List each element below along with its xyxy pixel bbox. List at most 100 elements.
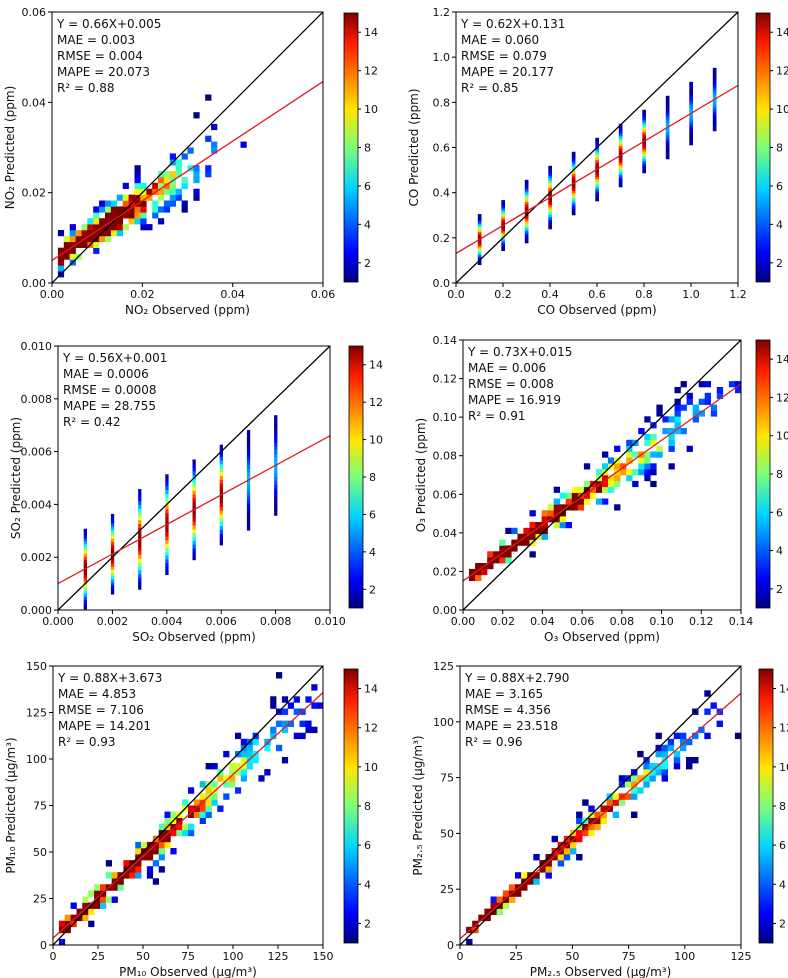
density-cell — [274, 500, 278, 505]
density-cell — [163, 188, 171, 195]
density-cell — [716, 720, 723, 727]
density-cell — [175, 188, 182, 195]
density-cell — [192, 471, 196, 476]
colorbar-tick-label: 12 — [364, 722, 378, 735]
density-cell — [626, 451, 633, 458]
density-cell — [689, 115, 693, 119]
density-cell — [83, 562, 87, 566]
regression-line — [53, 692, 323, 939]
density-cell — [99, 206, 106, 213]
density-cell — [477, 249, 482, 252]
density-cell — [83, 541, 87, 545]
density-cell — [158, 848, 165, 855]
y-tick-label: 0 — [447, 939, 454, 952]
density-cell — [192, 478, 196, 483]
density-cell — [246, 468, 251, 473]
density-cell — [83, 565, 87, 570]
density-cell — [502, 902, 510, 909]
density-cell — [665, 100, 670, 104]
density-cell — [246, 750, 253, 758]
density-cell — [164, 841, 171, 849]
density-cell — [135, 860, 142, 867]
density-cell — [138, 543, 142, 548]
density-cell — [668, 428, 675, 435]
y-tick-label: 50 — [33, 846, 47, 859]
y-tick-label: 100 — [433, 716, 454, 729]
density-cell — [524, 196, 529, 200]
density-cell — [293, 732, 300, 740]
density-cell — [588, 823, 595, 831]
x-tick-label: 1.2 — [729, 288, 747, 301]
density-cell — [571, 183, 576, 187]
density-cell — [501, 248, 505, 251]
density-cell — [656, 410, 663, 417]
x-tick-label: 0.008 — [260, 615, 292, 628]
density-cell — [484, 908, 491, 915]
density-cell — [477, 251, 482, 254]
density-cell — [110, 513, 115, 518]
density-cell — [533, 872, 540, 879]
density-cell — [712, 109, 717, 112]
density-cell — [99, 200, 106, 207]
density-cell — [83, 568, 87, 573]
density-cell — [595, 184, 599, 187]
density-cell — [110, 588, 115, 592]
density-cell — [182, 823, 189, 831]
density-cell — [524, 184, 529, 188]
density-cell — [608, 457, 615, 464]
density-cell — [219, 494, 223, 500]
density-cell — [235, 763, 242, 770]
density-cell — [614, 463, 621, 470]
density-cell — [281, 708, 289, 715]
stat-line: Y = 0.66X+0.005 — [56, 17, 161, 31]
density-cell — [246, 757, 253, 764]
density-cell — [477, 233, 482, 236]
density-cell — [192, 494, 196, 499]
density-cell — [551, 854, 558, 861]
axes-frame — [459, 665, 742, 946]
density-cell — [501, 244, 505, 248]
density-cell — [246, 430, 251, 435]
density-cell — [146, 872, 154, 879]
density-cell — [602, 463, 609, 470]
y-tick-label: 0.08 — [433, 450, 458, 463]
density-cell — [246, 437, 251, 442]
x-tick-label: 0.8 — [635, 288, 653, 301]
density-cell — [110, 581, 115, 586]
density-cell — [199, 805, 206, 812]
density-cell — [618, 179, 623, 183]
density-cell — [524, 228, 529, 232]
density-cell — [192, 525, 196, 530]
density-cell — [557, 860, 565, 867]
density-cell — [274, 430, 278, 435]
density-cell — [311, 684, 318, 691]
density-cell — [712, 111, 717, 115]
density-cell — [274, 415, 278, 420]
density-cell — [317, 702, 323, 709]
density-cell — [192, 529, 196, 534]
density-cell — [618, 140, 623, 144]
density-cell — [110, 547, 115, 552]
density-cell — [105, 212, 112, 219]
density-cell — [165, 478, 169, 483]
density-cell — [83, 578, 87, 582]
density-cell — [240, 738, 247, 746]
density-cell — [134, 212, 141, 219]
density-cell — [192, 486, 196, 491]
colorbar-tick-label: 2 — [369, 583, 376, 596]
colorbar-tick-label: 6 — [779, 839, 786, 852]
density-cell — [644, 416, 651, 423]
density-cell — [521, 884, 528, 891]
stat-line: Y = 0.56X+0.001 — [62, 351, 167, 365]
density-cell — [182, 829, 189, 837]
density-cell — [692, 732, 699, 740]
stat-line: MAPE = 23.518 — [465, 719, 558, 733]
density-cell — [274, 469, 278, 474]
density-cell — [712, 126, 717, 129]
density-cell — [487, 563, 494, 570]
density-cell — [511, 545, 518, 552]
x-tick-label: 0.04 — [530, 615, 555, 628]
density-cell — [698, 410, 705, 417]
density-cell — [246, 472, 251, 477]
density-cell — [293, 696, 300, 703]
